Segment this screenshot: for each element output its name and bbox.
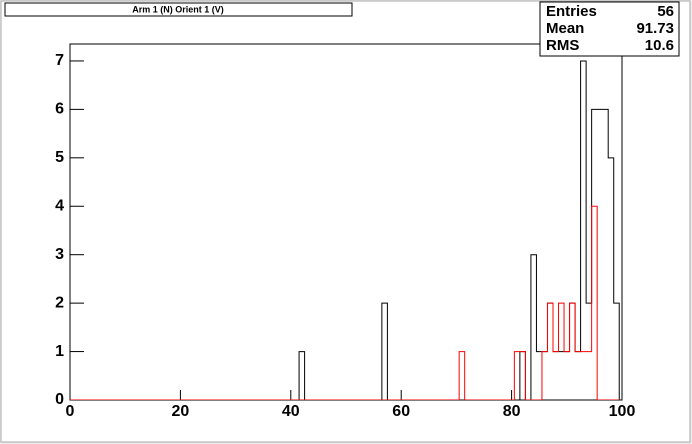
frame: [69, 43, 623, 401]
chart-title: Arm 1 (N) Orient 1 (V): [132, 4, 224, 14]
y-tick-label: 2: [55, 294, 64, 311]
y-tick-label: 5: [55, 149, 64, 166]
stat-value: 91.73: [636, 20, 674, 37]
stat-value: 56: [657, 3, 674, 20]
x-tick-label: 100: [609, 403, 636, 420]
title-box: [4, 2, 353, 17]
stat-value: 10.6: [645, 37, 674, 54]
y-tick-label: 6: [55, 101, 64, 118]
x-tick-label: 20: [172, 403, 190, 420]
x-tick-label: 40: [282, 403, 300, 420]
x-tick-label: 80: [503, 403, 521, 420]
stat-label: Entries: [546, 3, 597, 20]
y-tick-label: 3: [55, 246, 64, 263]
stats-box: [539, 1, 680, 57]
stat-label: RMS: [546, 37, 579, 54]
plot-area: [70, 60, 620, 400]
y-tick-label: 1: [55, 343, 64, 360]
x-tick-label: 0: [66, 403, 75, 420]
x-tick-label: 60: [392, 403, 410, 420]
y-tick-label: 7: [55, 52, 64, 69]
y-tick-label: 0: [55, 391, 64, 408]
histogram-outline: [70, 205, 620, 400]
stat-label: Mean: [546, 20, 584, 37]
y-tick-label: 4: [55, 197, 64, 214]
